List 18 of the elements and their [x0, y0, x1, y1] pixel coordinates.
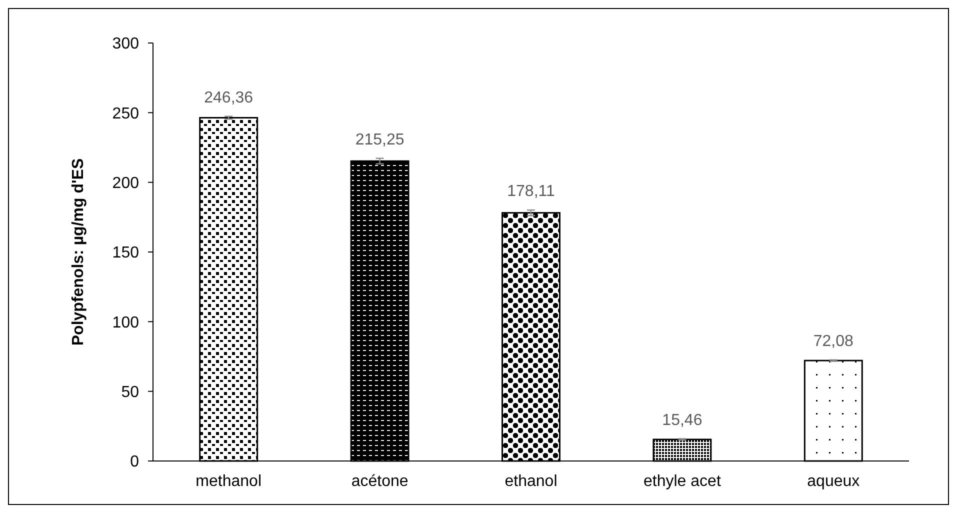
y-tick-label: 200: [112, 174, 140, 192]
y-tick-label: 0: [130, 454, 140, 471]
y-tick-label: 100: [112, 314, 140, 332]
y-tick-label: 300: [112, 36, 140, 53]
data-label: 246,36: [204, 89, 254, 106]
data-label: 72,08: [813, 332, 854, 350]
data-label: 15,46: [662, 412, 702, 429]
x-tick-label: ethanol: [504, 473, 558, 490]
x-tick-label: methanol: [196, 473, 262, 490]
data-label: 178,11: [507, 183, 555, 200]
data-label: 215,25: [355, 131, 404, 148]
y-tick-label: 150: [112, 244, 140, 262]
x-tick-label: acétone: [351, 473, 408, 490]
x-tick-label: aqueux: [807, 473, 860, 490]
x-tick-label: ethyle acet: [644, 473, 722, 490]
y-tick-label: 250: [112, 105, 140, 122]
y-axis-title: Polypfenols: µg/mg d'ES: [70, 158, 87, 346]
y-tick-label: 50: [121, 384, 140, 401]
